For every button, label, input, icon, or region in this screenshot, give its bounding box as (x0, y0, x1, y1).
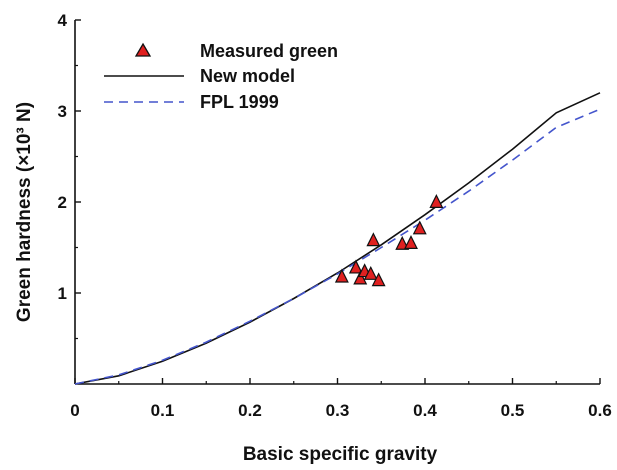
x-tick-label: 0.3 (326, 401, 350, 420)
x-axis-title: Basic specific gravity (243, 444, 438, 465)
x-tick-label: 0.1 (151, 401, 175, 420)
tick-labels: 0 0.1 0.2 0.3 0.4 0.5 0.6 1 2 3 4 (58, 11, 612, 420)
scatter-point (405, 236, 417, 248)
y-tick-label: 2 (58, 193, 67, 212)
scatter-markers (336, 195, 443, 285)
series-line-new-model (75, 93, 600, 384)
x-tick-label: 0 (70, 401, 79, 420)
x-tick-label: 0.4 (413, 401, 437, 420)
x-tick-label: 0.2 (238, 401, 262, 420)
legend-marker-measured-green (136, 44, 150, 56)
series-lines (75, 93, 600, 384)
x-tick-label: 0.6 (588, 401, 612, 420)
scatter-point (367, 234, 379, 246)
y-tick-label: 1 (58, 284, 67, 303)
legend-label-fpl-1999: FPL 1999 (200, 92, 279, 112)
ticks (75, 20, 600, 384)
y-axis-title: Green hardness (×10³ N) (14, 102, 35, 322)
x-tick-label: 0.5 (501, 401, 525, 420)
legend-label-measured-green: Measured green (200, 41, 338, 61)
series-line-fpl-1999 (75, 109, 600, 384)
legend: Measured green New model FPL 1999 (104, 41, 338, 112)
y-tick-label: 4 (58, 11, 68, 30)
scatter-point (430, 195, 442, 207)
axes (75, 20, 600, 384)
scatter-point (414, 222, 426, 234)
legend-label-new-model: New model (200, 66, 295, 86)
scatter-point (336, 270, 348, 282)
y-tick-label: 3 (58, 102, 67, 121)
